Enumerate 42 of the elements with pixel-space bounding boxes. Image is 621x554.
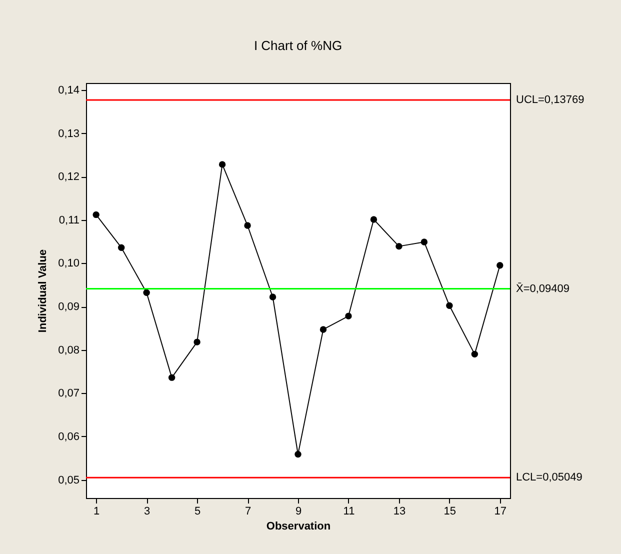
point <box>244 222 251 229</box>
y-axis-title: Individual Value <box>37 249 50 333</box>
point <box>471 350 478 358</box>
point <box>218 161 226 168</box>
point <box>370 216 378 223</box>
point <box>396 242 402 250</box>
y-tick-label: 0,11 <box>58 214 80 226</box>
x-tick-label: 1 <box>94 506 100 518</box>
y-tick-label: 0,06 <box>58 430 80 443</box>
x-tick-label: 17 <box>494 506 507 518</box>
y-tick-label: 0,12 <box>58 171 80 184</box>
y-tick-label: 0,10 <box>58 258 80 270</box>
x-tick-label: 11 <box>343 506 355 518</box>
point <box>496 262 504 269</box>
y-tick-label: 0,08 <box>58 344 80 356</box>
point <box>194 338 200 346</box>
y-tick-label: 0,05 <box>58 474 80 486</box>
point <box>320 326 327 333</box>
ref-line-label: X̄=0,09409 <box>516 282 570 295</box>
y-tick-label: 0,09 <box>58 301 80 314</box>
point <box>446 302 453 310</box>
point <box>92 211 100 218</box>
ref-line-label: LCL=0,05049 <box>516 472 582 484</box>
point <box>118 244 125 251</box>
x-tick-label: 7 <box>244 506 252 518</box>
x-tick-label: 5 <box>194 506 201 518</box>
point <box>269 294 276 300</box>
ref-line-label: UCL=0,13769 <box>516 94 584 106</box>
point <box>143 289 150 296</box>
point <box>168 374 176 381</box>
x-axis-title: Observation <box>266 520 331 532</box>
y-tick-label: 0,13 <box>58 128 80 140</box>
point <box>420 238 428 246</box>
y-tick-label: 0,14 <box>58 84 80 96</box>
point <box>294 450 302 458</box>
x-tick-label: 15 <box>444 506 456 518</box>
y-tick-label: 0,07 <box>58 388 80 400</box>
x-tick-label: 13 <box>393 506 406 518</box>
chart-title: I Chart of %NG <box>254 38 342 53</box>
point <box>345 312 352 320</box>
x-tick-label: 9 <box>295 506 302 518</box>
x-tick-label: 3 <box>144 506 150 518</box>
